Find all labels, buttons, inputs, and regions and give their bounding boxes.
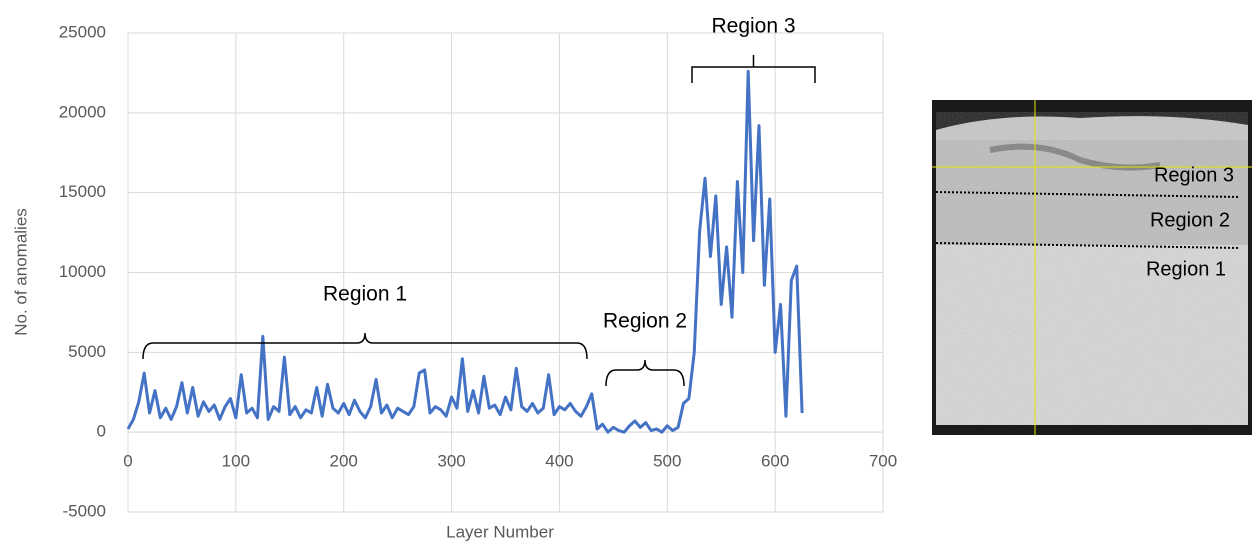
x-tick-label: 600 — [761, 452, 789, 471]
x-tick-label: 500 — [653, 452, 681, 471]
region-bracket — [691, 55, 816, 83]
x-tick-label: 0 — [123, 452, 132, 471]
x-tick-label: 100 — [222, 452, 250, 471]
texture — [936, 112, 1248, 425]
x-tick-label: 400 — [545, 452, 573, 471]
y-tick-label: 25000 — [59, 22, 106, 41]
region-bracket — [605, 359, 685, 387]
region-annotation: Region 1 — [323, 283, 407, 306]
y-tick-label: -5000 — [63, 501, 106, 520]
image-label: Region 1 — [1146, 258, 1226, 280]
boundary-line — [935, 242, 1241, 249]
boundary-line — [935, 191, 1241, 198]
region-annotation: Region 2 — [603, 310, 687, 333]
y-tick-label: 20000 — [59, 102, 106, 121]
image-label: Region 2 — [1150, 209, 1230, 231]
x-tick-label: 700 — [869, 452, 897, 471]
y-tick-label: 10000 — [59, 262, 106, 281]
y-axis-label: No. of anomalies — [11, 208, 30, 336]
x-axis-label: Layer Number — [446, 522, 554, 541]
image-label: Region 3 — [1154, 164, 1234, 186]
region-annotation: Region 3 — [711, 15, 795, 38]
photo: Region 3 Region 2 Region 1 — [932, 100, 1252, 435]
y-tick-label: 15000 — [59, 182, 106, 201]
y-tick-label: 0 — [97, 422, 106, 441]
data-line — [126, 69, 804, 434]
region-bracket — [142, 332, 588, 360]
y-tick-label: 5000 — [68, 342, 106, 361]
x-tick-label: 300 — [437, 452, 465, 471]
x-tick-label: 200 — [330, 452, 358, 471]
